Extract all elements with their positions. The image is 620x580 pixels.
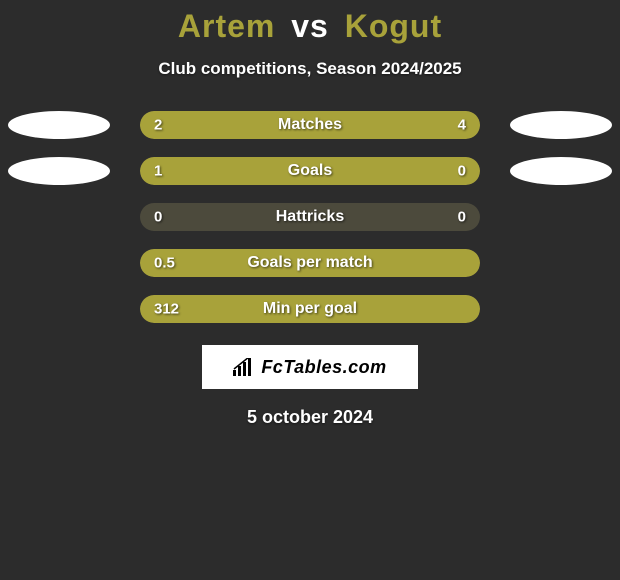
page-title: Artem vs Kogut — [0, 8, 620, 45]
stat-row: 312Min per goal — [0, 295, 620, 323]
stat-bar: 00Hattricks — [140, 203, 480, 231]
stat-row: 10Goals — [0, 157, 620, 185]
stat-label: Hattricks — [140, 208, 480, 226]
stat-label: Matches — [140, 116, 480, 134]
stat-row: 00Hattricks — [0, 203, 620, 231]
badge-text: FcTables.com — [261, 357, 386, 378]
chart-icon — [233, 358, 255, 376]
player1-avatar — [8, 111, 110, 139]
player2-name: Kogut — [345, 8, 442, 44]
stat-label: Min per goal — [140, 300, 480, 318]
stat-bar: 24Matches — [140, 111, 480, 139]
source-badge: FcTables.com — [202, 345, 418, 389]
stat-row: 24Matches — [0, 111, 620, 139]
stat-row: 0.5Goals per match — [0, 249, 620, 277]
vs-text: vs — [291, 8, 329, 44]
subtitle: Club competitions, Season 2024/2025 — [0, 59, 620, 79]
player1-name: Artem — [178, 8, 275, 44]
stat-bar: 0.5Goals per match — [140, 249, 480, 277]
stat-bar: 10Goals — [140, 157, 480, 185]
player2-avatar — [510, 157, 612, 185]
comparison-container: Artem vs Kogut Club competitions, Season… — [0, 0, 620, 428]
stat-rows: 24Matches 10Goals 00Hattricks 0.5Goals per … — [0, 111, 620, 323]
stat-bar: 312Min per goal — [140, 295, 480, 323]
stat-label: Goals — [140, 162, 480, 180]
date-text: 5 october 2024 — [0, 407, 620, 428]
stat-label: Goals per match — [140, 254, 480, 272]
player2-avatar — [510, 111, 612, 139]
player1-avatar — [8, 157, 110, 185]
